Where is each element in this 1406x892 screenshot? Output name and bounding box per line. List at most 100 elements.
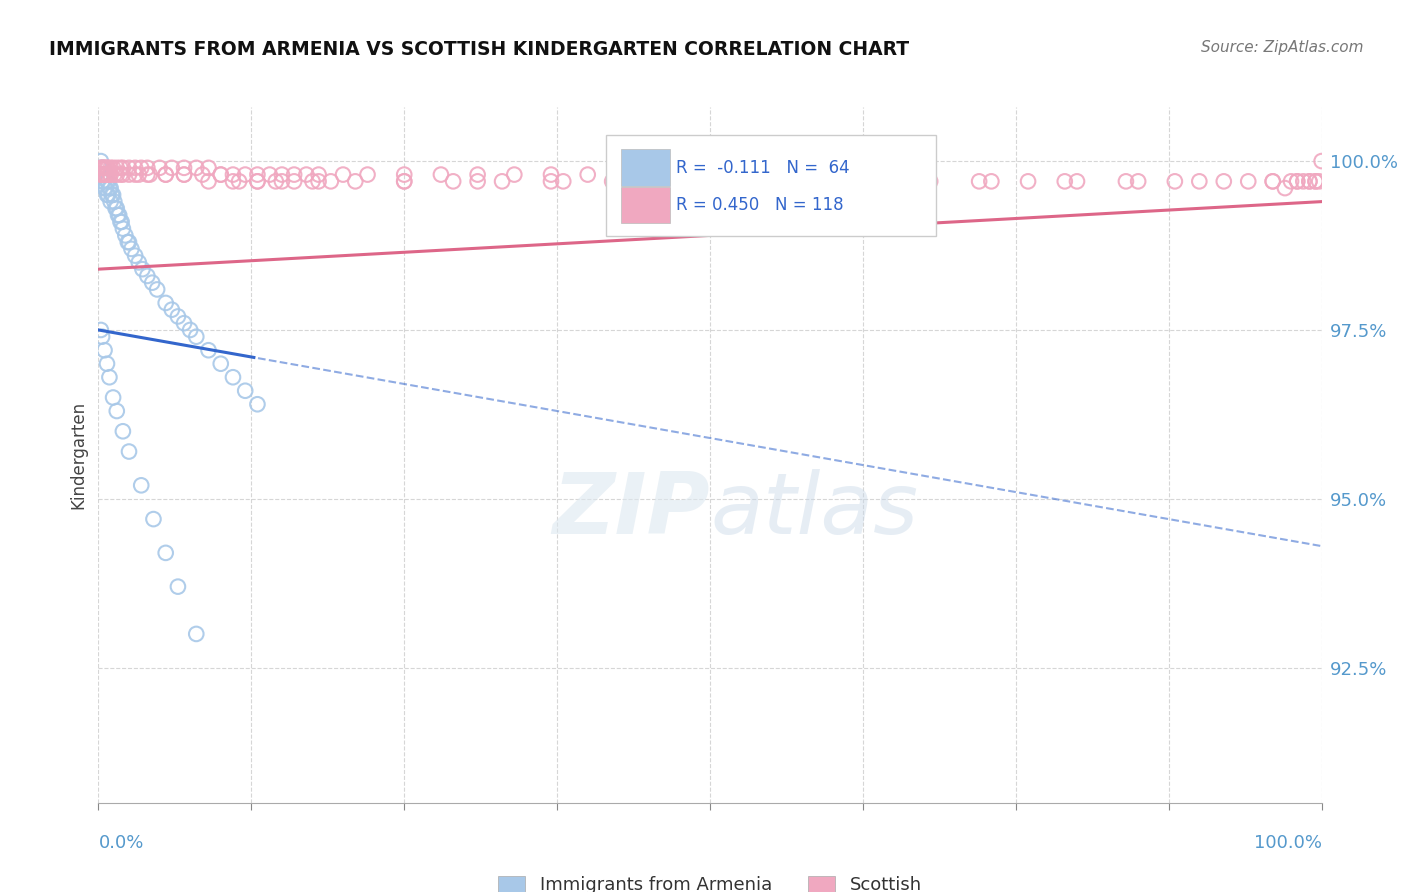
Point: [1310, 154, 1333, 169]
Point: [246, 168, 269, 182]
Point: [120, 242, 142, 256]
Point: [94, 181, 117, 195]
Point: [100, 194, 122, 209]
Point: [111, 424, 134, 438]
Point: [155, 168, 177, 182]
Point: [105, 202, 128, 216]
Point: [553, 174, 575, 188]
Point: [105, 404, 128, 418]
Point: [209, 168, 232, 182]
Point: [105, 161, 128, 175]
Point: [94, 168, 117, 182]
Point: [89, 161, 111, 175]
Text: R = 0.450   N = 118: R = 0.450 N = 118: [676, 196, 844, 214]
Point: [1286, 174, 1309, 188]
Point: [179, 323, 201, 337]
Point: [93, 168, 115, 182]
Point: [111, 168, 134, 182]
Point: [107, 208, 129, 222]
Point: [94, 161, 117, 175]
Point: [308, 168, 330, 182]
Point: [149, 161, 172, 175]
Point: [90, 168, 112, 182]
Point: [129, 161, 152, 175]
Point: [97, 187, 120, 202]
Point: [1261, 174, 1284, 188]
Point: [356, 168, 378, 182]
Point: [111, 161, 134, 175]
Y-axis label: Kindergarten: Kindergarten: [69, 401, 87, 509]
Point: [155, 546, 177, 560]
Point: [1279, 174, 1302, 188]
Point: [100, 168, 122, 182]
Point: [540, 168, 562, 182]
Point: [136, 268, 159, 283]
Point: [1128, 174, 1150, 188]
Point: [1292, 174, 1315, 188]
Point: [167, 580, 190, 594]
Point: [821, 174, 844, 188]
Point: [209, 168, 232, 182]
Point: [467, 168, 489, 182]
Point: [1286, 174, 1309, 188]
Point: [110, 161, 132, 175]
Point: [600, 174, 623, 188]
Point: [96, 174, 118, 188]
Point: [246, 174, 269, 188]
Point: [141, 276, 163, 290]
Point: [761, 174, 783, 188]
Point: [96, 161, 118, 175]
Point: [94, 168, 117, 182]
Point: [392, 174, 416, 188]
Point: [104, 202, 127, 216]
Point: [392, 174, 416, 188]
FancyBboxPatch shape: [606, 135, 936, 235]
Point: [1115, 174, 1137, 188]
Point: [540, 174, 562, 188]
Point: [155, 168, 177, 182]
Point: [392, 168, 416, 182]
Point: [117, 235, 139, 249]
Point: [222, 168, 245, 182]
Point: [613, 174, 636, 188]
Point: [1261, 174, 1284, 188]
Point: [699, 174, 721, 188]
Point: [110, 168, 132, 182]
Point: [118, 168, 141, 182]
Point: [246, 174, 269, 188]
Point: [97, 161, 120, 175]
Point: [98, 181, 121, 195]
Point: [96, 187, 118, 202]
Point: [96, 168, 118, 182]
Point: [197, 343, 219, 358]
Point: [173, 168, 195, 182]
Point: [118, 161, 141, 175]
Point: [761, 174, 783, 188]
Point: [1053, 174, 1076, 188]
Point: [96, 357, 118, 371]
Point: [101, 187, 124, 202]
Point: [93, 181, 115, 195]
Point: [503, 168, 526, 182]
Legend: Immigrants from Armenia, Scottish: Immigrants from Armenia, Scottish: [491, 869, 929, 892]
Point: [91, 161, 114, 175]
Point: [967, 174, 990, 188]
Text: 0.0%: 0.0%: [98, 834, 143, 852]
Point: [186, 161, 208, 175]
Point: [100, 181, 122, 195]
Point: [91, 174, 114, 188]
Point: [430, 168, 453, 182]
Point: [110, 215, 132, 229]
Point: [101, 161, 124, 175]
Point: [233, 168, 256, 182]
Point: [1298, 174, 1320, 188]
Point: [980, 174, 1002, 188]
Point: [160, 302, 183, 317]
Point: [270, 168, 294, 182]
Point: [124, 249, 146, 263]
Point: [246, 397, 269, 411]
Point: [1298, 174, 1320, 188]
Point: [270, 174, 294, 188]
Point: [111, 221, 134, 235]
Point: [1164, 174, 1187, 188]
